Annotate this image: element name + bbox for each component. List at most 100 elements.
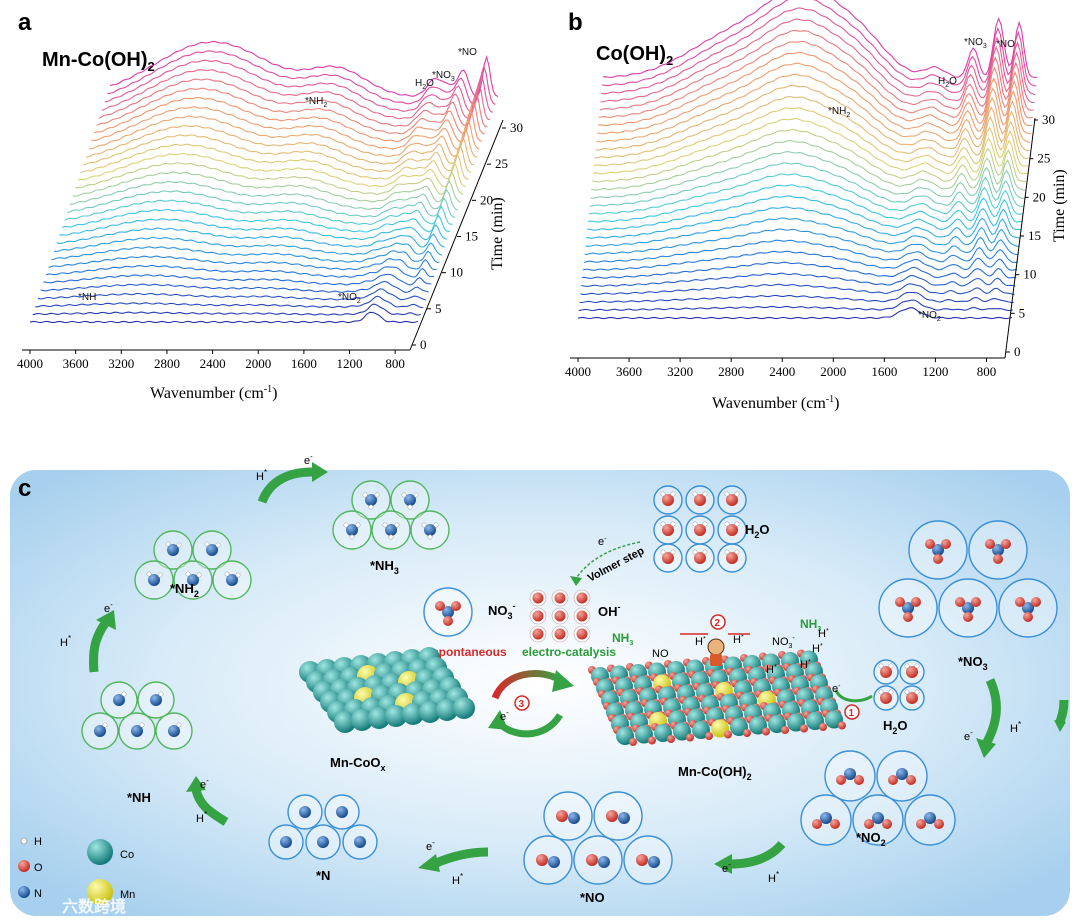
panel-a-spectra <box>29 40 499 324</box>
atom <box>576 628 588 640</box>
molecule-nh2 <box>134 560 174 600</box>
x-tick-label: 2000 <box>820 364 846 379</box>
o-atom <box>800 724 808 733</box>
molecule-h2o <box>685 485 715 515</box>
molecule-nh <box>100 681 138 719</box>
x-tick-label: 4000 <box>17 356 43 371</box>
h-atom <box>734 491 740 497</box>
atom <box>925 539 935 549</box>
atom <box>568 812 580 824</box>
molecule-n <box>342 824 378 860</box>
step-1-arrow <box>834 689 873 703</box>
atom <box>820 812 832 824</box>
spontaneous-arrowhead <box>552 670 574 692</box>
spectrum-line-t29 <box>107 50 496 105</box>
atom <box>662 524 674 536</box>
atom <box>864 819 874 829</box>
atom <box>836 775 846 785</box>
atom <box>336 806 348 818</box>
atom <box>354 836 366 848</box>
atom <box>932 544 944 556</box>
atom <box>726 552 738 564</box>
surface-nh3-label-2: NH3 <box>800 617 821 633</box>
atom <box>1031 597 1041 607</box>
surface-h-label-4: H* <box>800 659 811 671</box>
h-atom <box>224 571 230 577</box>
node-nh3-label: *NH3 <box>370 558 399 576</box>
panel-c-label: c <box>18 475 31 502</box>
center-e-label: e- <box>500 708 509 723</box>
h-atom <box>362 492 368 498</box>
surface-h-label-5: H* <box>812 643 823 655</box>
spectrum-line-t1 <box>32 303 421 316</box>
spontaneous-label: spontaneous <box>432 645 507 659</box>
h-atom <box>888 689 894 695</box>
h-atom <box>724 521 730 527</box>
arrow-head <box>96 610 116 630</box>
molecule-nh <box>155 712 193 750</box>
legend-mn-swatch <box>87 879 113 905</box>
co-atom <box>385 705 407 727</box>
surface-h-label-3: H* <box>766 664 777 676</box>
legend-o-label: O <box>34 862 43 874</box>
h-atom <box>724 491 730 497</box>
h-atom <box>158 691 164 697</box>
atom <box>726 494 738 506</box>
node-no2-label: *NO2 <box>856 830 886 848</box>
spectrum-line-t3 <box>37 288 427 301</box>
atom <box>548 856 560 868</box>
h-atom <box>692 491 698 497</box>
h-atom <box>388 534 394 540</box>
arrow-shaft <box>89 619 110 673</box>
molecule-no2 <box>800 794 852 846</box>
hydroxide-label: OH- <box>598 602 621 619</box>
molecule-no3 <box>998 578 1058 638</box>
h-atom <box>427 534 433 540</box>
spectrum-line-t1 <box>578 299 1013 312</box>
electro-catalysis-label: electro-catalysis <box>522 645 616 659</box>
atom <box>113 694 125 706</box>
panel-c-mechanism: c *NH3 *NH2 *NH *N *NO *NO2 *NO3 H2O H2O… <box>10 452 1070 916</box>
atom <box>911 597 921 607</box>
h-atom <box>176 542 182 548</box>
cycle-arrow: e- H* <box>256 452 328 504</box>
atom <box>280 836 292 848</box>
time-tick-label: 0 <box>1014 344 1021 359</box>
atom <box>694 494 706 506</box>
atom <box>812 819 822 829</box>
atom <box>317 836 329 848</box>
atom <box>554 610 566 622</box>
co-atom <box>419 701 441 723</box>
molecule-nh3 <box>351 480 391 520</box>
spectrum-line-t28 <box>601 7 1036 96</box>
h-atom <box>157 572 163 578</box>
spectrum-line-t20 <box>594 96 1029 160</box>
atom <box>586 854 598 866</box>
step-3-number: 3 <box>519 699 525 710</box>
spectrum-line-t26 <box>599 29 1034 111</box>
atom <box>1001 539 1011 549</box>
electron-label: e- <box>200 776 209 791</box>
proton-label: H* <box>1010 720 1021 735</box>
panel-a-label: a <box>18 9 32 36</box>
cartoon-figure <box>707 638 725 666</box>
atom <box>694 524 706 536</box>
spectrum-line-t27 <box>101 69 491 121</box>
cycle-arrow: e- H* <box>60 600 116 673</box>
molecule-h2o <box>873 659 899 685</box>
cycle-arrow: e- H* <box>714 840 786 885</box>
o-atom <box>819 723 827 731</box>
atom <box>451 601 461 611</box>
panel-a-xlabel: Wavenumber (cm-1) <box>150 384 277 402</box>
atom <box>888 775 898 785</box>
x-tick-label: 3600 <box>616 364 642 379</box>
x-tick-label: 3200 <box>667 364 693 379</box>
spectrum-line-t7 <box>583 239 1018 263</box>
h-atom <box>660 491 666 497</box>
node-h2o-right-label: H2O <box>883 718 908 736</box>
molecule-h2o <box>653 543 683 573</box>
arrow-shaft <box>257 467 313 504</box>
spectrum-line-t8 <box>584 228 1019 256</box>
h-atom <box>196 572 202 578</box>
legend-n-label: N <box>34 888 42 900</box>
